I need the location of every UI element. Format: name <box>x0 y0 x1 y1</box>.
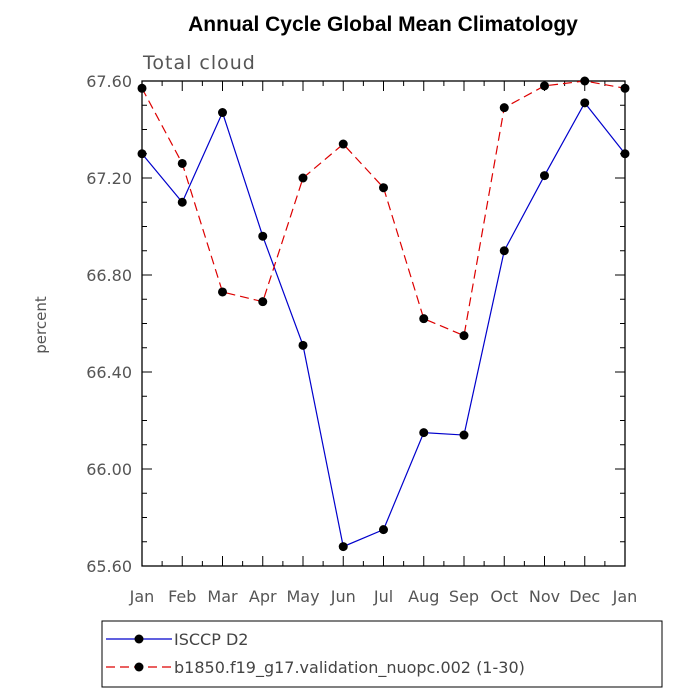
series-0-point <box>338 542 348 552</box>
series-1-point <box>499 103 509 113</box>
legend-label-isccp: ISCCP D2 <box>174 630 248 649</box>
x-tick-label: Jul <box>373 587 393 606</box>
x-tick-label: Aug <box>408 587 439 606</box>
axis-ticks: Jan Feb Mar Apr May Jun Jul Aug Sep Oct Nov Dec Jan 6… <box>86 72 637 606</box>
legend: ISCCP D2 b1850.f19_g17.validation_nuopc.… <box>101 620 663 688</box>
x-tick-label: Sep <box>449 587 479 606</box>
series-0-point <box>379 525 388 535</box>
series-1-point <box>298 173 308 183</box>
x-tick-label: Jan <box>129 587 155 606</box>
series-line-1 <box>141 80 626 337</box>
x-tick-label: Oct <box>490 587 518 606</box>
series-0-point <box>499 246 509 256</box>
x-tick-label: Dec <box>569 587 600 606</box>
x-tick-label: Nov <box>529 587 560 606</box>
series-line-0 <box>141 101 626 548</box>
series-1-point <box>620 83 630 93</box>
series-0-point <box>177 197 187 207</box>
series-1-point <box>258 297 268 307</box>
series-0-point <box>540 171 549 181</box>
legend-marker-isccp <box>134 634 144 644</box>
series-1-point <box>137 83 147 93</box>
x-tick-label: Jun <box>330 587 356 606</box>
y-axis-label: percent <box>32 296 50 354</box>
chart-title: Annual Cycle Global Mean Climatology <box>188 13 578 36</box>
legend-label-model: b1850.f19_g17.validation_nuopc.002 (1-30… <box>174 658 525 678</box>
series-0-point <box>218 108 227 118</box>
series-1-point <box>338 139 348 149</box>
legend-box <box>101 620 663 688</box>
series-1-point <box>379 183 388 193</box>
chart-subtitle: Total cloud <box>142 52 256 74</box>
y-tick-label: 65.60 <box>86 557 132 576</box>
series-1-point <box>218 287 227 297</box>
series-1-point <box>177 158 187 168</box>
series-layer <box>137 76 630 552</box>
series-0-point <box>580 98 590 108</box>
y-tick-label: 67.20 <box>86 169 132 188</box>
y-tick-label: 66.40 <box>86 363 132 382</box>
series-0-point <box>419 428 429 438</box>
y-tick-label: 67.60 <box>86 72 132 91</box>
series-1-point <box>419 314 429 324</box>
x-tick-label: Jan <box>612 587 638 606</box>
series-0-point <box>137 149 147 159</box>
y-tick-label: 66.80 <box>86 266 132 285</box>
x-tick-label: Apr <box>249 587 277 606</box>
series-1-point <box>540 81 549 91</box>
plot-frame <box>141 80 626 567</box>
series-0-point <box>258 231 268 241</box>
series-0-point <box>459 430 469 440</box>
y-tick-label: 66.00 <box>86 460 132 479</box>
x-tick-label: Mar <box>207 587 238 606</box>
series-0-point <box>298 340 308 350</box>
series-1-point <box>580 76 590 86</box>
series-0-point <box>620 149 630 159</box>
x-tick-label: May <box>286 587 319 606</box>
legend-marker-model <box>134 662 144 672</box>
series-1-point <box>459 331 469 341</box>
x-tick-label: Feb <box>168 587 196 606</box>
